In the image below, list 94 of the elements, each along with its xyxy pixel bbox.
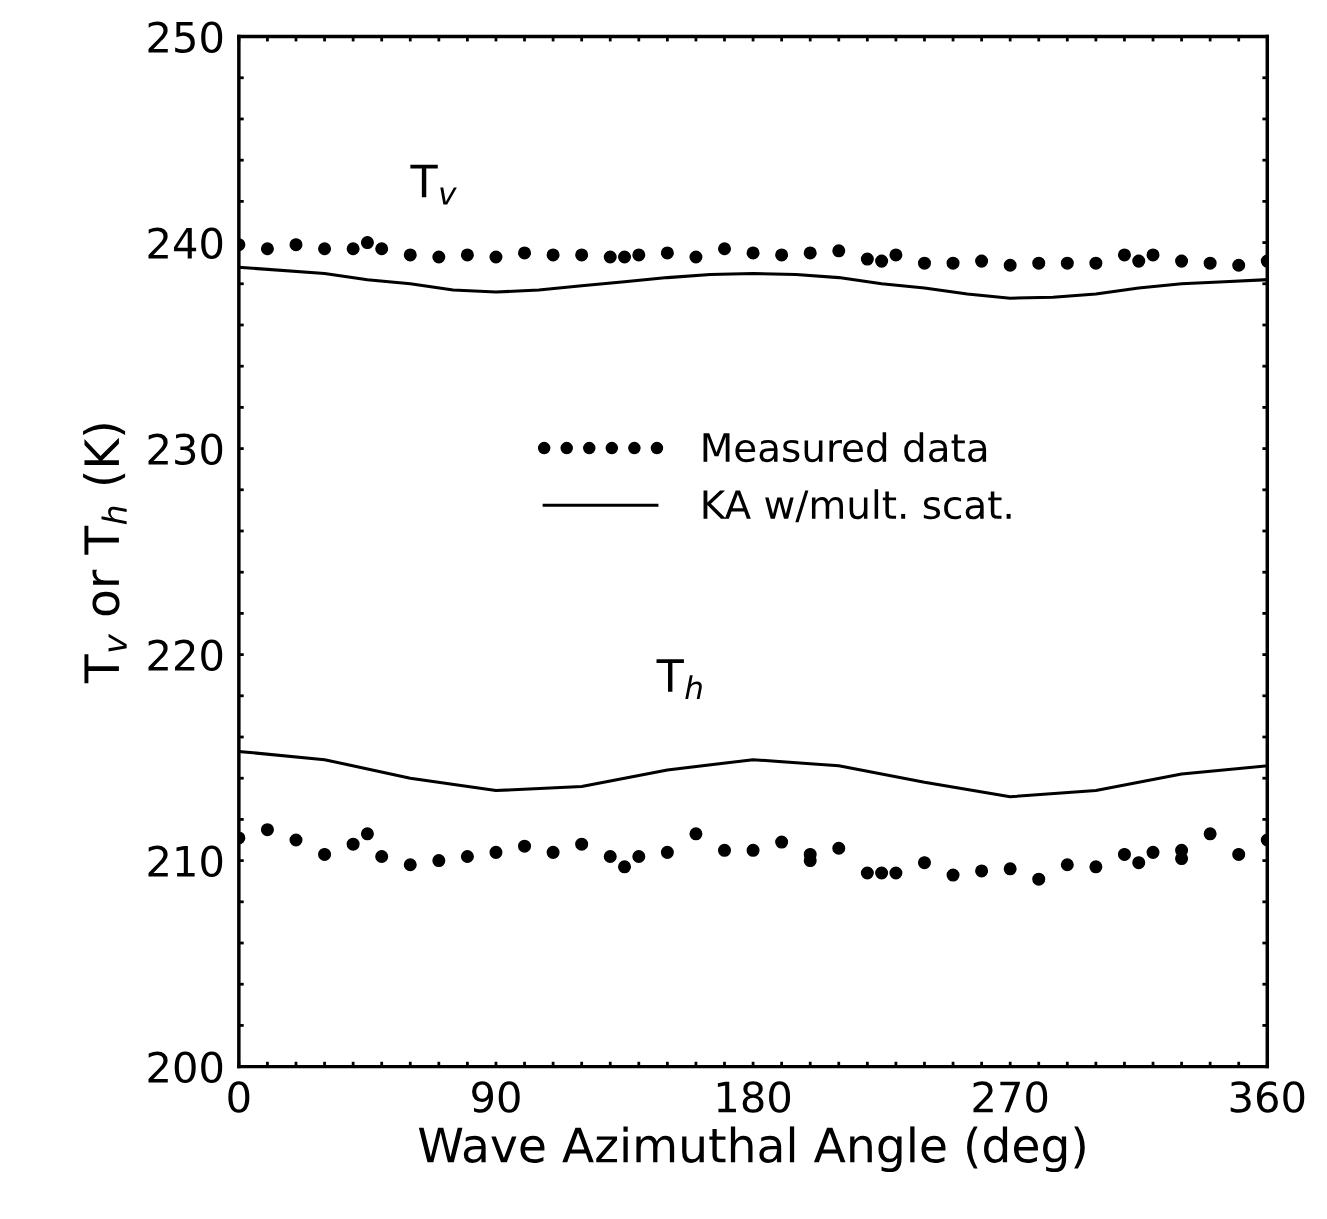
point [689, 827, 703, 841]
point [1089, 860, 1103, 874]
point [632, 849, 646, 863]
point [403, 858, 417, 872]
point [1060, 858, 1074, 872]
point [618, 860, 632, 874]
point [318, 242, 332, 256]
point [946, 256, 960, 270]
point [1117, 847, 1131, 861]
x-tick-label: 0 [228, 1081, 250, 1113]
legend-label: KA w/mult. scat. [703, 489, 1011, 523]
point [489, 845, 503, 859]
point [360, 236, 374, 250]
y-tick-label: 200 [148, 1051, 223, 1084]
point [460, 849, 474, 863]
point [518, 246, 532, 260]
point [689, 250, 703, 264]
point [718, 242, 732, 256]
point [318, 847, 332, 861]
y-axis-title: T$_{v}$ or T$_{h}$ (K) [83, 424, 127, 684]
x-axis-title: Wave Azimuthal Angle (deg) [418, 1126, 1085, 1173]
point [860, 866, 874, 880]
y-tick-label: 240 [148, 227, 223, 259]
point [875, 866, 889, 880]
point [289, 238, 303, 252]
point [575, 248, 589, 262]
point [1146, 248, 1160, 262]
y-tick-label: 220 [148, 639, 223, 672]
point [718, 843, 732, 857]
point [860, 252, 874, 266]
point [1003, 258, 1017, 272]
x-tick-label: 90 [472, 1081, 520, 1113]
point [1175, 852, 1189, 866]
point [1232, 258, 1246, 272]
point [775, 835, 789, 849]
point [746, 843, 760, 857]
point [660, 246, 674, 260]
point [1032, 872, 1046, 886]
point [775, 248, 789, 262]
point [518, 839, 532, 853]
point [946, 868, 960, 882]
point [260, 823, 274, 837]
point [660, 845, 674, 859]
point [432, 250, 446, 264]
x-tick-label: 180 [717, 1081, 791, 1113]
point [575, 837, 589, 851]
point [1175, 254, 1189, 268]
point [1089, 256, 1103, 270]
point [917, 856, 931, 870]
legend-label: Measured data [703, 432, 987, 463]
point [360, 827, 374, 841]
point [618, 250, 632, 264]
point [1003, 862, 1017, 876]
annotation: T$_{h}$ [656, 659, 702, 699]
point [1032, 256, 1046, 270]
point [889, 866, 903, 880]
point [546, 845, 560, 859]
point [1146, 845, 1160, 859]
point [546, 248, 560, 262]
point [403, 248, 417, 262]
point [1060, 256, 1074, 270]
point [1232, 847, 1246, 861]
point [603, 849, 617, 863]
point [1203, 827, 1217, 841]
point [603, 250, 617, 264]
point [832, 244, 846, 258]
point [489, 250, 503, 264]
point [917, 256, 931, 270]
point [632, 248, 646, 262]
point [375, 849, 389, 863]
point [1132, 856, 1146, 870]
point [1132, 254, 1146, 268]
x-tick-label: 360 [1230, 1081, 1305, 1113]
y-tick-label: 210 [148, 845, 223, 878]
y-tick-label: 230 [148, 433, 223, 466]
point [375, 242, 389, 256]
x-tick-label: 270 [973, 1081, 1048, 1113]
point [1117, 248, 1131, 262]
point [432, 854, 446, 868]
point [289, 833, 303, 847]
point [832, 841, 846, 855]
point [975, 864, 989, 878]
y-tick-label: 250 [148, 21, 223, 53]
point [260, 242, 274, 256]
point [346, 242, 360, 256]
point [803, 246, 817, 260]
point [1203, 256, 1217, 270]
point [889, 248, 903, 262]
point [346, 837, 360, 851]
point [975, 254, 989, 268]
point [460, 248, 474, 262]
point [746, 246, 760, 260]
point [875, 254, 889, 268]
annotation: T$_{v}$ [410, 164, 457, 205]
